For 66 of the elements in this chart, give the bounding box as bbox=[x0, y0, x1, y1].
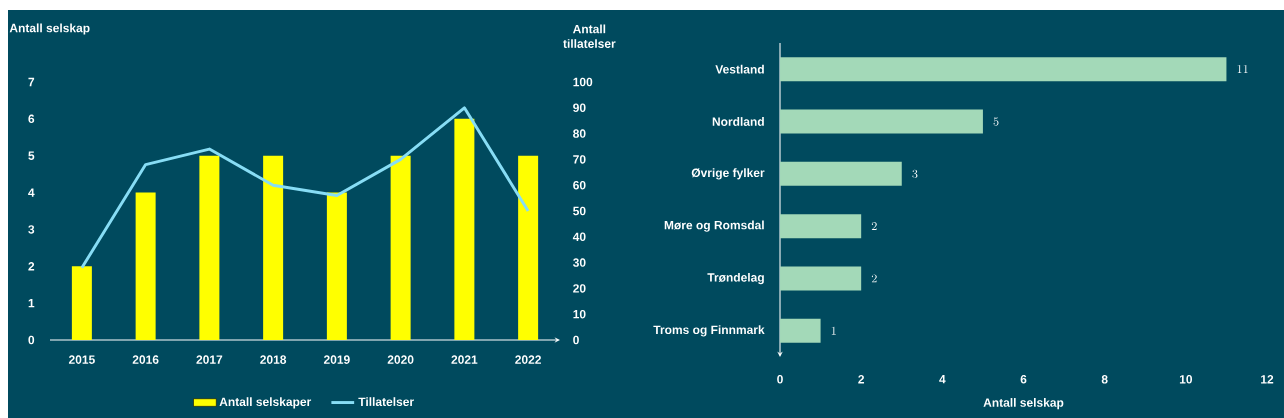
y2-tick-label: 0 bbox=[573, 335, 579, 345]
data-label: 1 bbox=[831, 326, 836, 335]
y-tick-label: Nordland bbox=[712, 117, 764, 126]
bar bbox=[780, 266, 862, 291]
x-tick-label: 2015 bbox=[68, 355, 95, 364]
y2-axis-title: Antall tillatelser bbox=[563, 24, 616, 48]
x-tick-label: 8 bbox=[1101, 375, 1108, 384]
bar bbox=[199, 155, 220, 340]
y2-tick-label: 50 bbox=[573, 206, 586, 216]
y-tick-label: Møre og Romsdal bbox=[664, 220, 764, 232]
y2-tick-label: 40 bbox=[572, 232, 586, 242]
y-tick-label: 6 bbox=[28, 114, 35, 124]
y-tick-label: 2 bbox=[28, 262, 35, 271]
y2-tick-label: 20 bbox=[573, 284, 586, 293]
x-tick-label: 6 bbox=[1020, 375, 1027, 384]
y2-tick-label: 30 bbox=[572, 258, 586, 267]
y2-tick-label: 10 bbox=[573, 309, 586, 319]
y-axis-title: Antall selskap bbox=[9, 23, 90, 35]
bar bbox=[326, 192, 347, 340]
x-tick-label: 2018 bbox=[260, 355, 287, 364]
x-tick-label: 2020 bbox=[387, 355, 414, 364]
x-tick-label: 2 bbox=[858, 375, 865, 384]
data-label: 2 bbox=[871, 274, 877, 283]
bar bbox=[135, 192, 156, 340]
data-label: 5 bbox=[993, 117, 999, 126]
x-axis-title: Antall selskap bbox=[983, 398, 1064, 410]
y-tick-label: 5 bbox=[28, 151, 35, 160]
y2-tick-label: 80 bbox=[573, 129, 586, 138]
y2-tick-label: 100 bbox=[573, 77, 593, 87]
x-tick-label: 2017 bbox=[196, 355, 223, 364]
bar bbox=[780, 57, 1227, 82]
bar bbox=[454, 118, 475, 340]
data-label: 3 bbox=[912, 169, 918, 178]
bar bbox=[390, 155, 411, 340]
y2-tick-label: 60 bbox=[573, 180, 586, 190]
legend-label: Antall selskaper bbox=[219, 397, 312, 409]
y2-tick-label: 90 bbox=[573, 103, 586, 113]
x-tick-label: 2021 bbox=[451, 355, 478, 364]
bar bbox=[263, 155, 284, 340]
x-tick-label: 10 bbox=[1179, 375, 1193, 384]
x-tick-label: 12 bbox=[1261, 375, 1274, 384]
bar bbox=[780, 161, 902, 186]
y-tick-label: 0 bbox=[28, 335, 35, 345]
bar bbox=[71, 266, 92, 340]
legend-label: Tillatelser bbox=[358, 397, 414, 407]
line-series bbox=[80, 106, 530, 270]
bar bbox=[518, 155, 539, 340]
x-tick-label: 2022 bbox=[515, 355, 541, 364]
bar bbox=[780, 214, 862, 239]
x-tick-label: 2019 bbox=[323, 355, 350, 364]
y-tick-label: 3 bbox=[28, 225, 35, 234]
y-tick-label: Trøndelag bbox=[707, 272, 764, 285]
data-label: 11 bbox=[1237, 65, 1248, 74]
y-tick-label: Troms og Finnmark bbox=[653, 325, 765, 337]
y2-tick-label: 70 bbox=[573, 155, 586, 164]
x-tick-label: 0 bbox=[777, 375, 783, 384]
y-tick-label: 1 bbox=[28, 299, 35, 308]
bar bbox=[780, 109, 983, 134]
y-tick-label: 7 bbox=[28, 77, 35, 87]
y-tick-label: Vestland bbox=[715, 64, 764, 74]
bar bbox=[780, 318, 821, 343]
data-label: 2 bbox=[871, 222, 877, 231]
y-tick-label: 4 bbox=[28, 188, 35, 197]
x-tick-label: 4 bbox=[939, 375, 946, 384]
x-tick-label: 2016 bbox=[132, 355, 159, 364]
y-tick-label: Øvrige fylker bbox=[691, 168, 765, 180]
